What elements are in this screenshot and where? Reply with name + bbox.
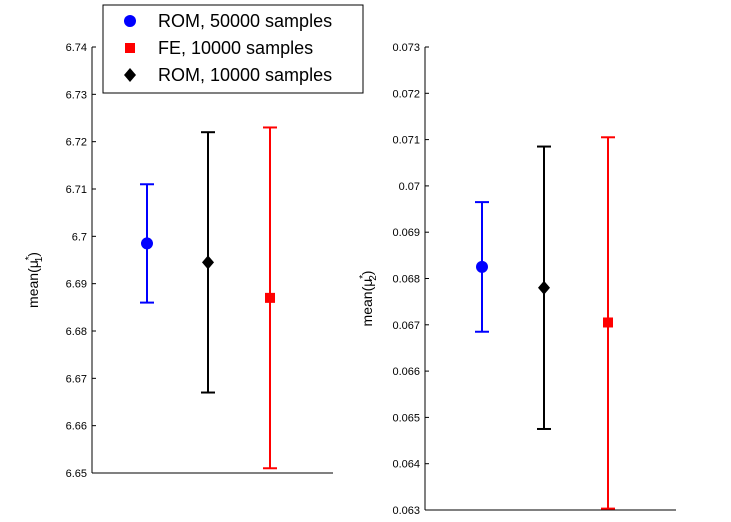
y-axis-label: mean(μ*1) [24, 252, 45, 308]
y-tick-label: 0.068 [392, 274, 420, 286]
y-tick-label: 0.072 [392, 88, 420, 100]
legend-marker [125, 43, 135, 53]
series-circle [475, 201, 489, 333]
y-tick-label: 0.071 [392, 135, 420, 147]
legend-box [102, 4, 364, 94]
y-axis-label-sup: * [24, 256, 35, 260]
legend: ROM, 50000 samples FE, 10000 samples ROM, … [102, 4, 364, 94]
y-tick-label: 0.064 [392, 459, 420, 471]
series-diamond [537, 145, 551, 430]
legend-label: FE, 10000 samples [158, 38, 313, 58]
series-square [601, 136, 615, 510]
y-tick-label: 6.73 [66, 89, 87, 101]
mean-point [265, 292, 275, 303]
y-tick-label: 0.073 [392, 42, 420, 54]
y-axis-label-sub: 2 [368, 275, 379, 281]
series-circle [140, 183, 154, 304]
y-tick-label: 6.68 [66, 326, 87, 338]
y-tick-label: 6.69 [66, 279, 87, 291]
chart-panel-2: 0.063 0.064 0.065 0.066 0.067 0.068 0.069 0.07 0… [358, 42, 676, 517]
mean-point [603, 317, 613, 328]
y-axis-label-close: ) [359, 271, 375, 276]
mean-point [476, 260, 488, 273]
y-tick-label: 6.74 [66, 42, 87, 54]
y-tick-label: 6.66 [66, 421, 87, 433]
y-axis-label-main: mean(μ [359, 279, 375, 327]
y-tick-label: 0.066 [392, 366, 420, 378]
mean-point [202, 255, 214, 270]
legend-label: ROM, 10000 samples [158, 65, 332, 85]
legend-label: ROM, 50000 samples [158, 11, 332, 31]
series-square [263, 126, 277, 470]
y-tick-label: 6.7 [72, 231, 87, 243]
mean-point [538, 280, 550, 295]
legend-marker [124, 68, 136, 82]
y-tick-label: 0.065 [392, 412, 420, 424]
y-tick-label: 6.71 [66, 184, 87, 196]
series-diamond [201, 131, 215, 394]
y-axis-label-sup: * [358, 275, 369, 279]
y-axis-label-close: ) [25, 252, 41, 257]
y-axis-label-sub: 1 [34, 256, 45, 262]
y-tick-label: 0.07 [399, 181, 420, 193]
legend-marker [124, 15, 136, 27]
y-axis-label-main: mean(μ [25, 260, 41, 308]
y-tick-label: 6.67 [66, 373, 87, 385]
y-axis-label: mean(μ*2) [358, 271, 379, 327]
y-tick-label: 0.063 [392, 505, 420, 517]
chart-panel-1: 6.65 6.66 6.67 6.68 6.69 6.7 6.71 6.72 6.73 6.74 m… [24, 42, 333, 480]
y-tick-label: 6.65 [66, 468, 87, 480]
mean-point [141, 237, 153, 250]
y-tick-label: 0.067 [392, 320, 420, 332]
y-tick-label: 6.72 [66, 137, 87, 149]
y-tick-label: 0.069 [392, 227, 420, 239]
